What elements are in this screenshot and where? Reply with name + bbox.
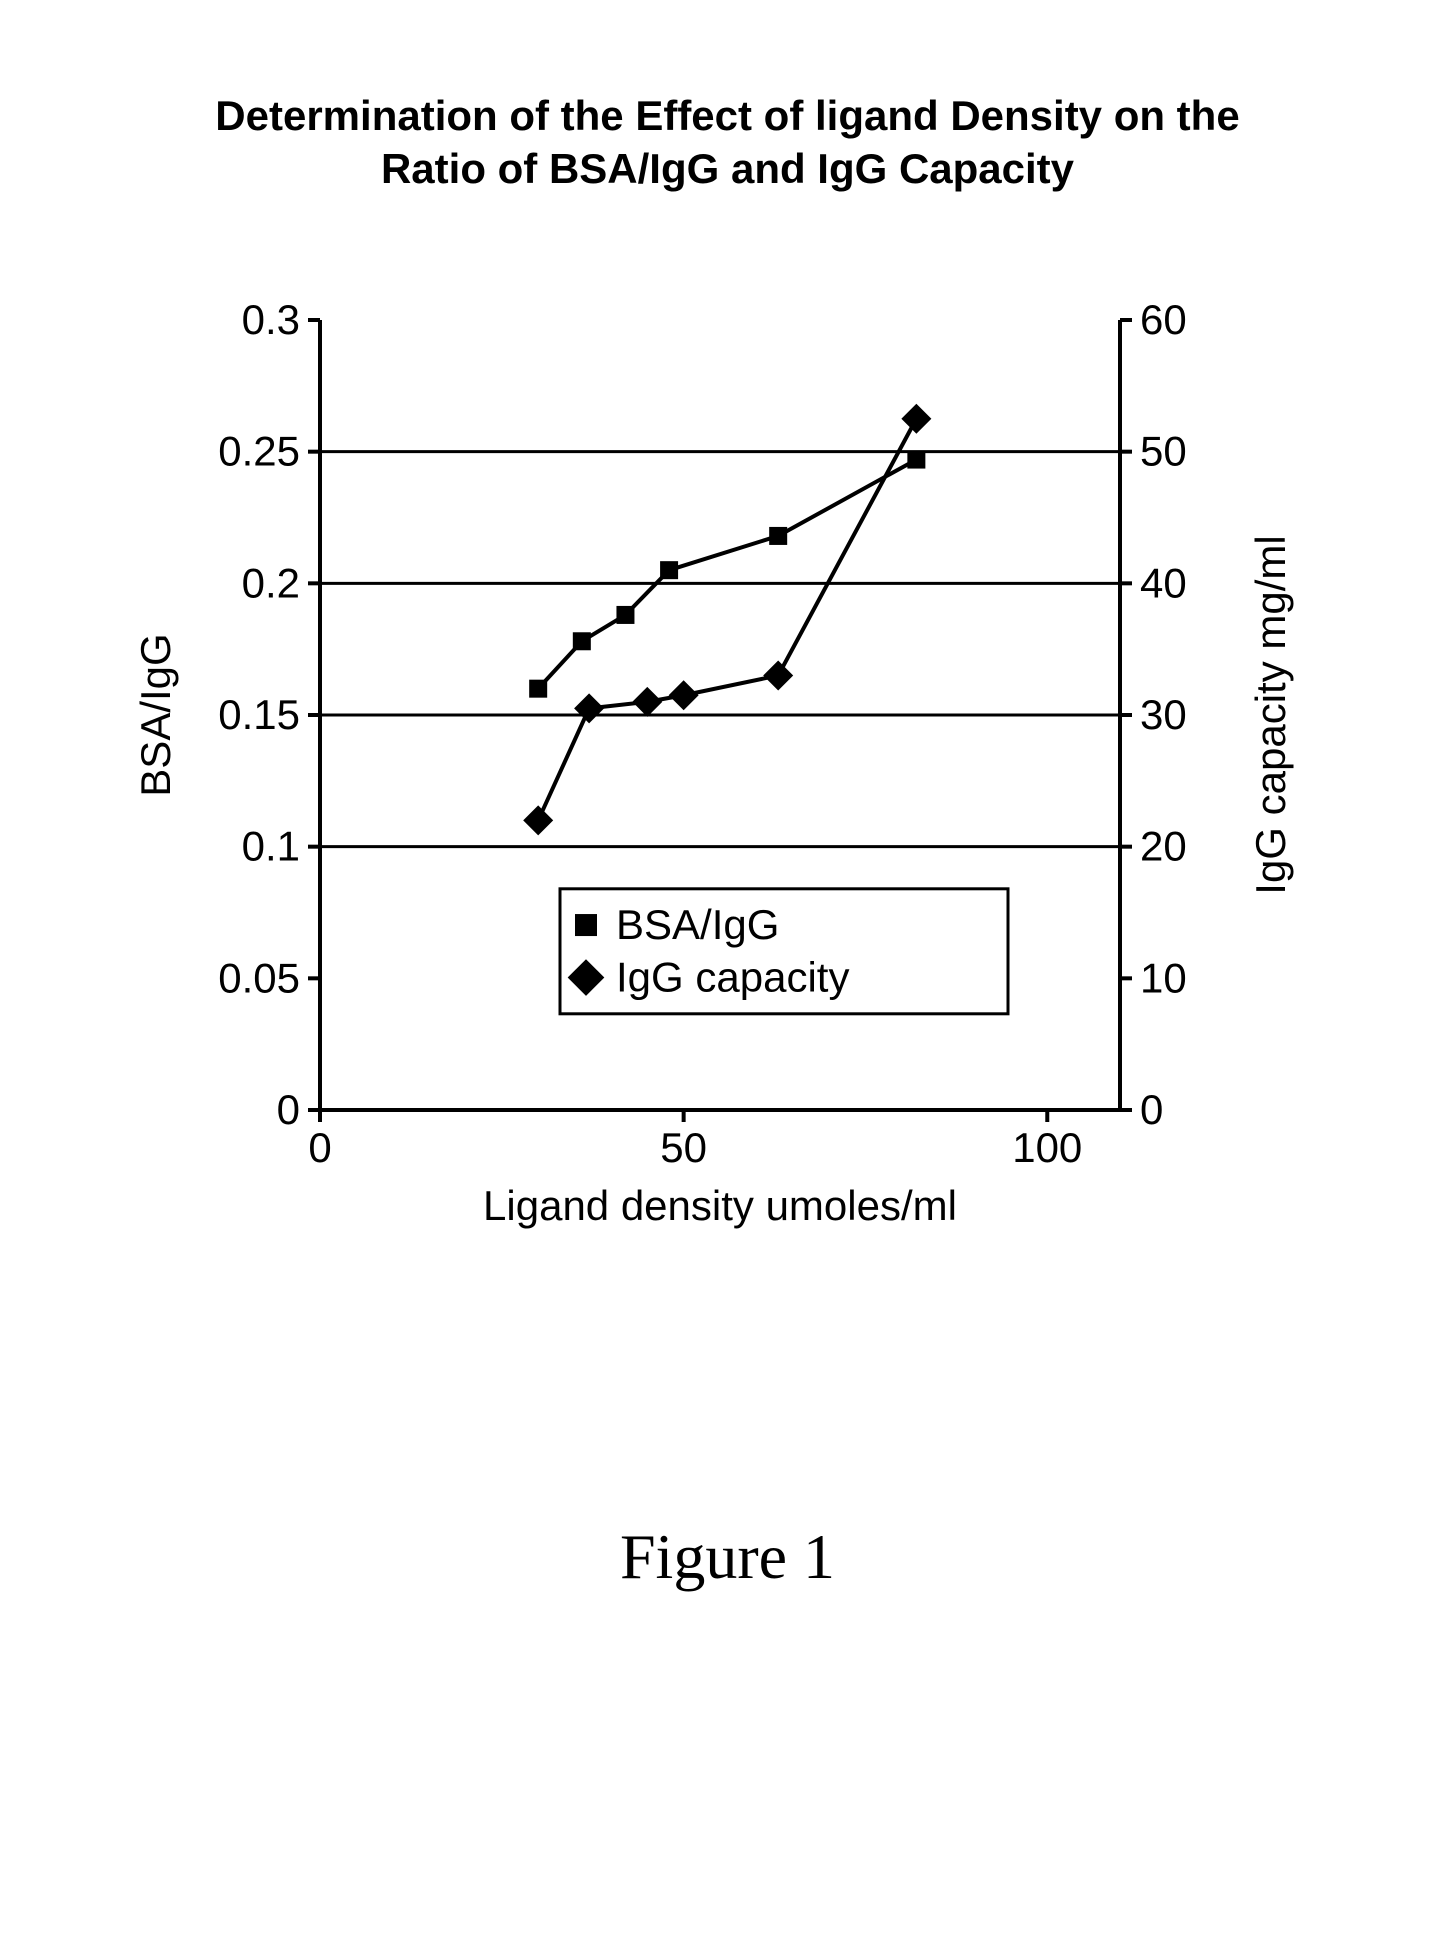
chart-area: 0 0.05 0.1 0.15 0.2 0.25 0.3 0 10 20 30 40 50 60 0 50 10… [120,300,1335,1280]
chart-svg: 0 0.05 0.1 0.15 0.2 0.25 0.3 0 10 20 30 40 50 60 0 50 10… [120,300,1335,1280]
y-left-tick-label: 0.05 [218,954,300,1001]
y-left-tick-label: 0.15 [218,691,300,738]
figure-label: Figure 1 [620,1520,835,1594]
x-tick-label: 0 [308,1124,331,1171]
series-marker [769,527,787,545]
series-marker [529,680,547,698]
chart-title: Determination of the Effect of ligand De… [178,90,1278,195]
y-right-tick-label: 0 [1140,1086,1163,1133]
series-marker [616,606,634,624]
y-right-tick-label: 60 [1140,300,1187,343]
y-right-tick-label: 30 [1140,691,1187,738]
y-left-tick-label: 0.3 [242,300,300,343]
y-left-tick-label: 0.1 [242,823,300,870]
y-left-tick-label: 0.25 [218,428,300,475]
x-tick-label: 100 [1012,1124,1082,1171]
y-left-tick-label: 0 [277,1086,300,1133]
y-right-axis-label: IgG capacity mg/ml [1247,535,1294,894]
legend-label: IgG capacity [616,954,849,1001]
y-right-tick-label: 50 [1140,428,1187,475]
series-marker [660,561,678,579]
y-right-tick-label: 10 [1140,954,1187,1001]
y-right-tick-label: 40 [1140,559,1187,606]
y-left-tick-label: 0.2 [242,559,300,606]
legend-marker [575,914,597,936]
y-right-tick-label: 20 [1140,823,1187,870]
series-marker [907,451,925,469]
x-tick-label: 50 [660,1124,707,1171]
page: Determination of the Effect of ligand De… [0,0,1455,1954]
series-marker [573,632,591,650]
x-axis-label: Ligand density umoles/ml [483,1182,957,1229]
legend-label: BSA/IgG [616,901,779,948]
y-left-axis-label: BSA/IgG [132,633,179,796]
